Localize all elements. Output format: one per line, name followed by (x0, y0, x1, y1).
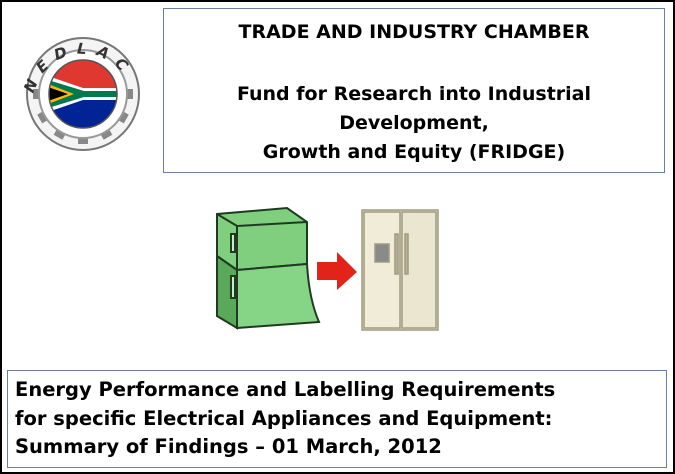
header-subtitle-line: Fund for Research into Industrial (236, 83, 592, 105)
footer-line: Summary of Findings – 01 March, 2012 (15, 435, 442, 458)
flag-ring (48, 59, 118, 129)
header-box: TRADE AND INDUSTRY CHAMBER Fund for Rese… (163, 8, 665, 173)
header-subtitle-line: Development, (339, 112, 489, 134)
fridge-illustration (216, 206, 439, 331)
old-fridge (216, 206, 321, 330)
footer-line: for specific Electrical Appliances and E… (15, 406, 553, 430)
footer-line: Energy Performance and Labelling Require… (15, 378, 556, 401)
arrow (317, 252, 357, 290)
logo: NEDLAC (20, 37, 140, 151)
header-title: TRADE AND INDUSTRY CHAMBER (238, 21, 590, 43)
new-fridge (361, 209, 439, 331)
footer-box: Energy Performance and Labelling Require… (7, 370, 667, 468)
header-subtitle-line: Growth and Equity (FRIDGE) (262, 141, 566, 163)
